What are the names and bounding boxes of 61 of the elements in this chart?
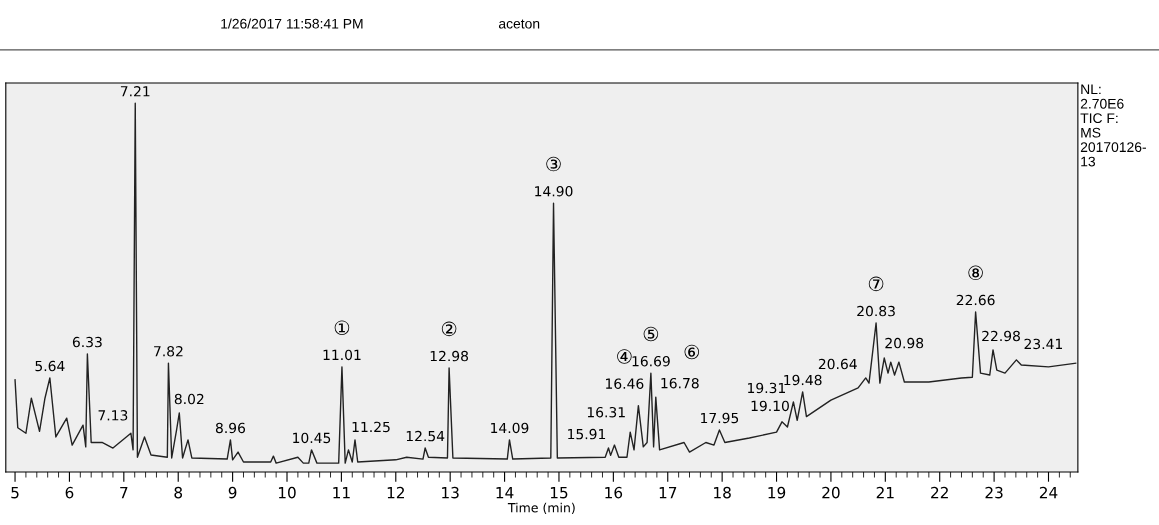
annotation: 12.98 <box>430 350 469 362</box>
annotation: 17.95 <box>701 412 739 424</box>
annotation: 11.25 <box>352 421 390 433</box>
annotation: 19.48 <box>784 374 822 386</box>
annotation: 23.41 <box>1024 338 1062 350</box>
annotation: 7.82 <box>154 346 183 357</box>
x-tick-label: 7 <box>120 487 128 499</box>
x-tick-label: 20 <box>822 486 840 499</box>
annotation: ② <box>441 321 457 337</box>
annotation: ⑦ <box>868 276 884 292</box>
x-tick-label: 13 <box>442 486 459 499</box>
annotation: 19.10 <box>751 400 789 412</box>
annotation: 11.01 <box>323 349 361 361</box>
annotation: 20.64 <box>818 358 857 370</box>
annotation: ③ <box>546 156 561 172</box>
annotation: 14.09 <box>491 422 529 434</box>
x-tick-label: 15 <box>550 487 568 499</box>
x-tick-label: 19 <box>768 486 786 499</box>
annotation: 10.45 <box>293 432 331 444</box>
annotation: 8.02 <box>174 393 204 405</box>
text: NL: 2.70E6 TIC F: MS 20170126- 13 <box>1080 84 1146 167</box>
x-tick-label: 24 <box>1039 486 1058 499</box>
annotation: 7.21 <box>120 86 150 97</box>
annotation: 5.64 <box>35 360 65 372</box>
annotation: 15.91 <box>568 428 606 440</box>
x-axis-title: Time (min) <box>507 502 575 514</box>
annotation: 16.69 <box>632 355 670 367</box>
annotation: ① <box>334 320 350 336</box>
x-tick-label: 14 <box>496 487 514 499</box>
x-tick-label: 18 <box>714 486 731 499</box>
x-tick-label: 16 <box>605 486 623 499</box>
annotation: ⑤ <box>643 326 659 342</box>
annotation: 16.31 <box>587 406 625 418</box>
annotation: ⑥ <box>684 344 700 360</box>
x-tick-label: 8 <box>174 486 183 499</box>
annotation: 8.96 <box>215 422 246 434</box>
x-tick-label: 21 <box>876 486 894 499</box>
annotation: 12.54 <box>406 430 445 442</box>
annotation: 22.66 <box>956 294 995 306</box>
annotation: 22.98 <box>982 330 1020 342</box>
annotation: ⑧ <box>968 265 983 281</box>
annotation: 7.13 <box>98 410 128 421</box>
annotation: 16.46 <box>606 378 644 389</box>
annotation: 20.98 <box>885 337 924 349</box>
text: 1/26/2017 11:58:41 PM <box>221 18 363 29</box>
x-tick-label: 23 <box>985 486 1003 499</box>
x-tick-label: 22 <box>931 486 948 499</box>
x-tick-label: 17 <box>659 487 677 499</box>
annotation: 14.90 <box>535 185 573 197</box>
annotation: ④ <box>617 349 632 364</box>
annotation: 20.83 <box>857 305 895 317</box>
text: aceton <box>498 19 540 29</box>
x-tick-label: 9 <box>228 486 237 499</box>
x-tick-label: 5 <box>11 487 19 499</box>
x-tick-label: 6 <box>65 486 74 499</box>
annotation: 16.78 <box>661 377 699 389</box>
annotation: 19.31 <box>748 382 785 394</box>
x-tick-label: 12 <box>387 486 404 499</box>
annotation: 6.33 <box>72 336 102 348</box>
x-tick-label: 11 <box>333 487 350 499</box>
x-tick-label: 10 <box>278 486 296 499</box>
